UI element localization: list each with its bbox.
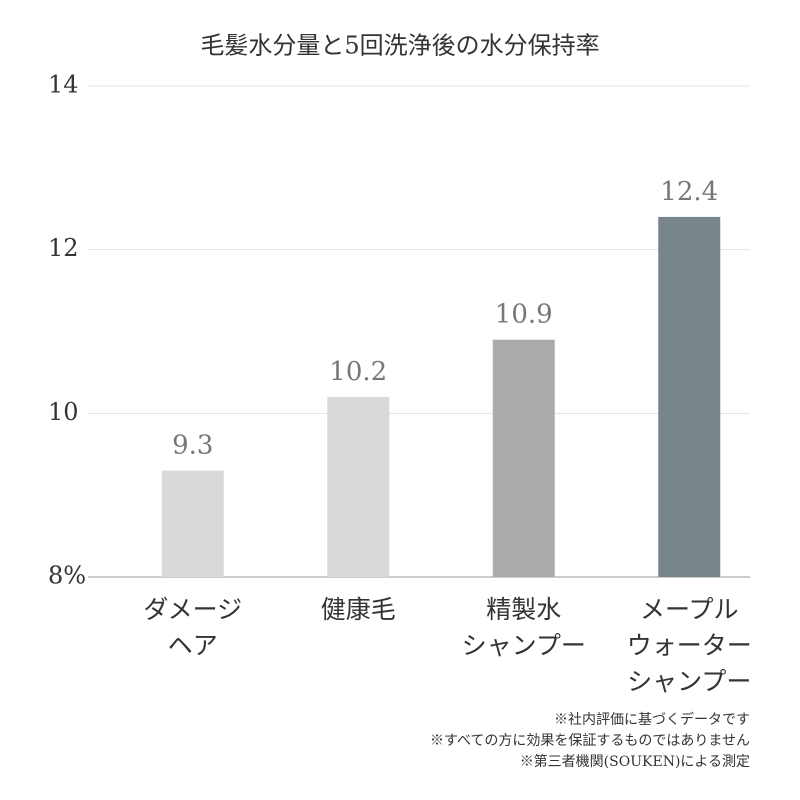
x-tick-label: 健康毛 bbox=[320, 595, 396, 624]
bar bbox=[492, 339, 555, 577]
value-label: 10.9 bbox=[495, 300, 553, 330]
value-label: 12.4 bbox=[660, 177, 718, 207]
value-label: 10.2 bbox=[329, 357, 387, 387]
y-tick-label: 12 bbox=[48, 234, 79, 262]
x-tick-label: 精製水 シャンプー bbox=[461, 595, 586, 660]
y-tick-label: 10 bbox=[48, 398, 79, 426]
value-label: 9.3 bbox=[172, 431, 213, 461]
bar bbox=[658, 216, 721, 577]
footnote: ※すべての方に効果を保証するものではありません bbox=[429, 733, 750, 749]
bar bbox=[161, 470, 224, 577]
y-tick-label: 14 bbox=[48, 71, 79, 99]
bar bbox=[327, 396, 390, 577]
footnote: ※第三者機関(SOUKEN)による測定 bbox=[519, 754, 750, 770]
y-tick-label: 8% bbox=[48, 562, 86, 590]
footnote: ※社内評価に基づくデータです bbox=[554, 712, 750, 728]
chart-title: 毛髪水分量と5回洗浄後の水分保持率 bbox=[200, 32, 599, 60]
x-tick-label: ダメージ ヘア bbox=[143, 595, 243, 660]
x-tick-label: メープル ウォーター シャンプー bbox=[626, 595, 752, 696]
